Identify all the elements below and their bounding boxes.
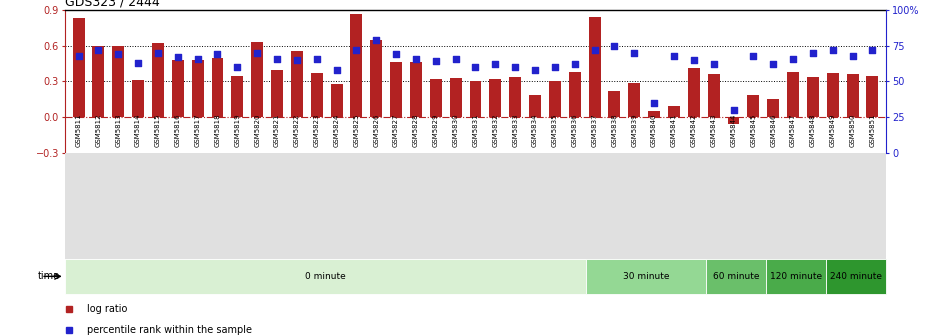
Text: 0 minute: 0 minute [305, 272, 345, 281]
Point [230, 65, 245, 70]
Bar [708, 74, 720, 117]
Point [706, 62, 721, 67]
Bar [529, 94, 541, 117]
Point [130, 60, 146, 66]
Point [667, 53, 682, 58]
Text: 30 minute: 30 minute [623, 272, 670, 281]
Bar [807, 77, 819, 117]
Text: GDS323 / 2444: GDS323 / 2444 [65, 0, 160, 9]
Bar [688, 69, 700, 117]
Bar [430, 79, 442, 117]
Bar [92, 46, 105, 117]
Bar [152, 43, 164, 117]
Point [825, 47, 841, 53]
Bar [668, 107, 680, 117]
Bar [370, 40, 382, 117]
Point [408, 56, 423, 61]
Point [687, 57, 702, 63]
Bar [311, 73, 322, 117]
Point [805, 50, 821, 56]
Bar [490, 79, 501, 117]
Point [369, 37, 384, 43]
Point [567, 62, 582, 67]
Point [289, 57, 304, 63]
Point [845, 53, 861, 58]
Bar [586, 259, 706, 294]
Point [428, 59, 443, 64]
Point [349, 47, 364, 53]
Bar [390, 62, 402, 117]
Bar [172, 60, 184, 117]
Point [547, 65, 562, 70]
Bar [271, 70, 283, 117]
Point [190, 56, 205, 61]
Text: time: time [38, 271, 60, 281]
Point [766, 62, 781, 67]
Point [90, 47, 106, 53]
Bar [132, 80, 144, 117]
Bar [251, 42, 263, 117]
Bar [846, 74, 859, 117]
Bar [569, 72, 581, 117]
Bar [470, 82, 481, 117]
Bar [291, 50, 302, 117]
Point [647, 100, 662, 106]
Point [508, 65, 523, 70]
Bar [767, 259, 826, 294]
Point [309, 56, 324, 61]
Point [269, 56, 284, 61]
Point [71, 53, 87, 58]
Point [746, 53, 761, 58]
Bar [629, 83, 640, 117]
Bar [65, 259, 586, 294]
Bar [549, 82, 561, 117]
Bar [72, 18, 85, 117]
Bar [331, 84, 342, 117]
Bar [211, 58, 223, 117]
Point [110, 52, 126, 57]
Text: 240 minute: 240 minute [830, 272, 883, 281]
Bar [728, 117, 740, 124]
Point [726, 108, 741, 113]
Bar [112, 46, 125, 117]
Bar [787, 72, 799, 117]
Text: 120 minute: 120 minute [770, 272, 823, 281]
Bar [589, 17, 600, 117]
Point [528, 67, 543, 73]
Bar [747, 94, 759, 117]
Point [150, 50, 165, 56]
Point [587, 47, 602, 53]
Bar [192, 60, 204, 117]
Point [627, 50, 642, 56]
Bar [509, 77, 521, 117]
Point [786, 56, 801, 61]
Point [864, 47, 880, 53]
Bar [866, 76, 879, 117]
Point [170, 54, 185, 60]
Bar [826, 259, 886, 294]
Point [210, 52, 225, 57]
Point [389, 52, 404, 57]
Bar [649, 111, 660, 117]
Bar [609, 91, 620, 117]
Bar [231, 76, 243, 117]
Text: percentile rank within the sample: percentile rank within the sample [87, 325, 252, 335]
Bar [351, 14, 362, 117]
Bar [706, 259, 767, 294]
Bar [826, 73, 839, 117]
Point [607, 43, 622, 48]
Bar [410, 62, 422, 117]
Point [329, 67, 344, 73]
Text: 60 minute: 60 minute [713, 272, 759, 281]
Bar [450, 78, 461, 117]
Point [448, 56, 463, 61]
Point [468, 65, 483, 70]
Text: log ratio: log ratio [87, 304, 126, 314]
Point [249, 50, 264, 56]
Bar [767, 99, 779, 117]
Point [488, 62, 503, 67]
